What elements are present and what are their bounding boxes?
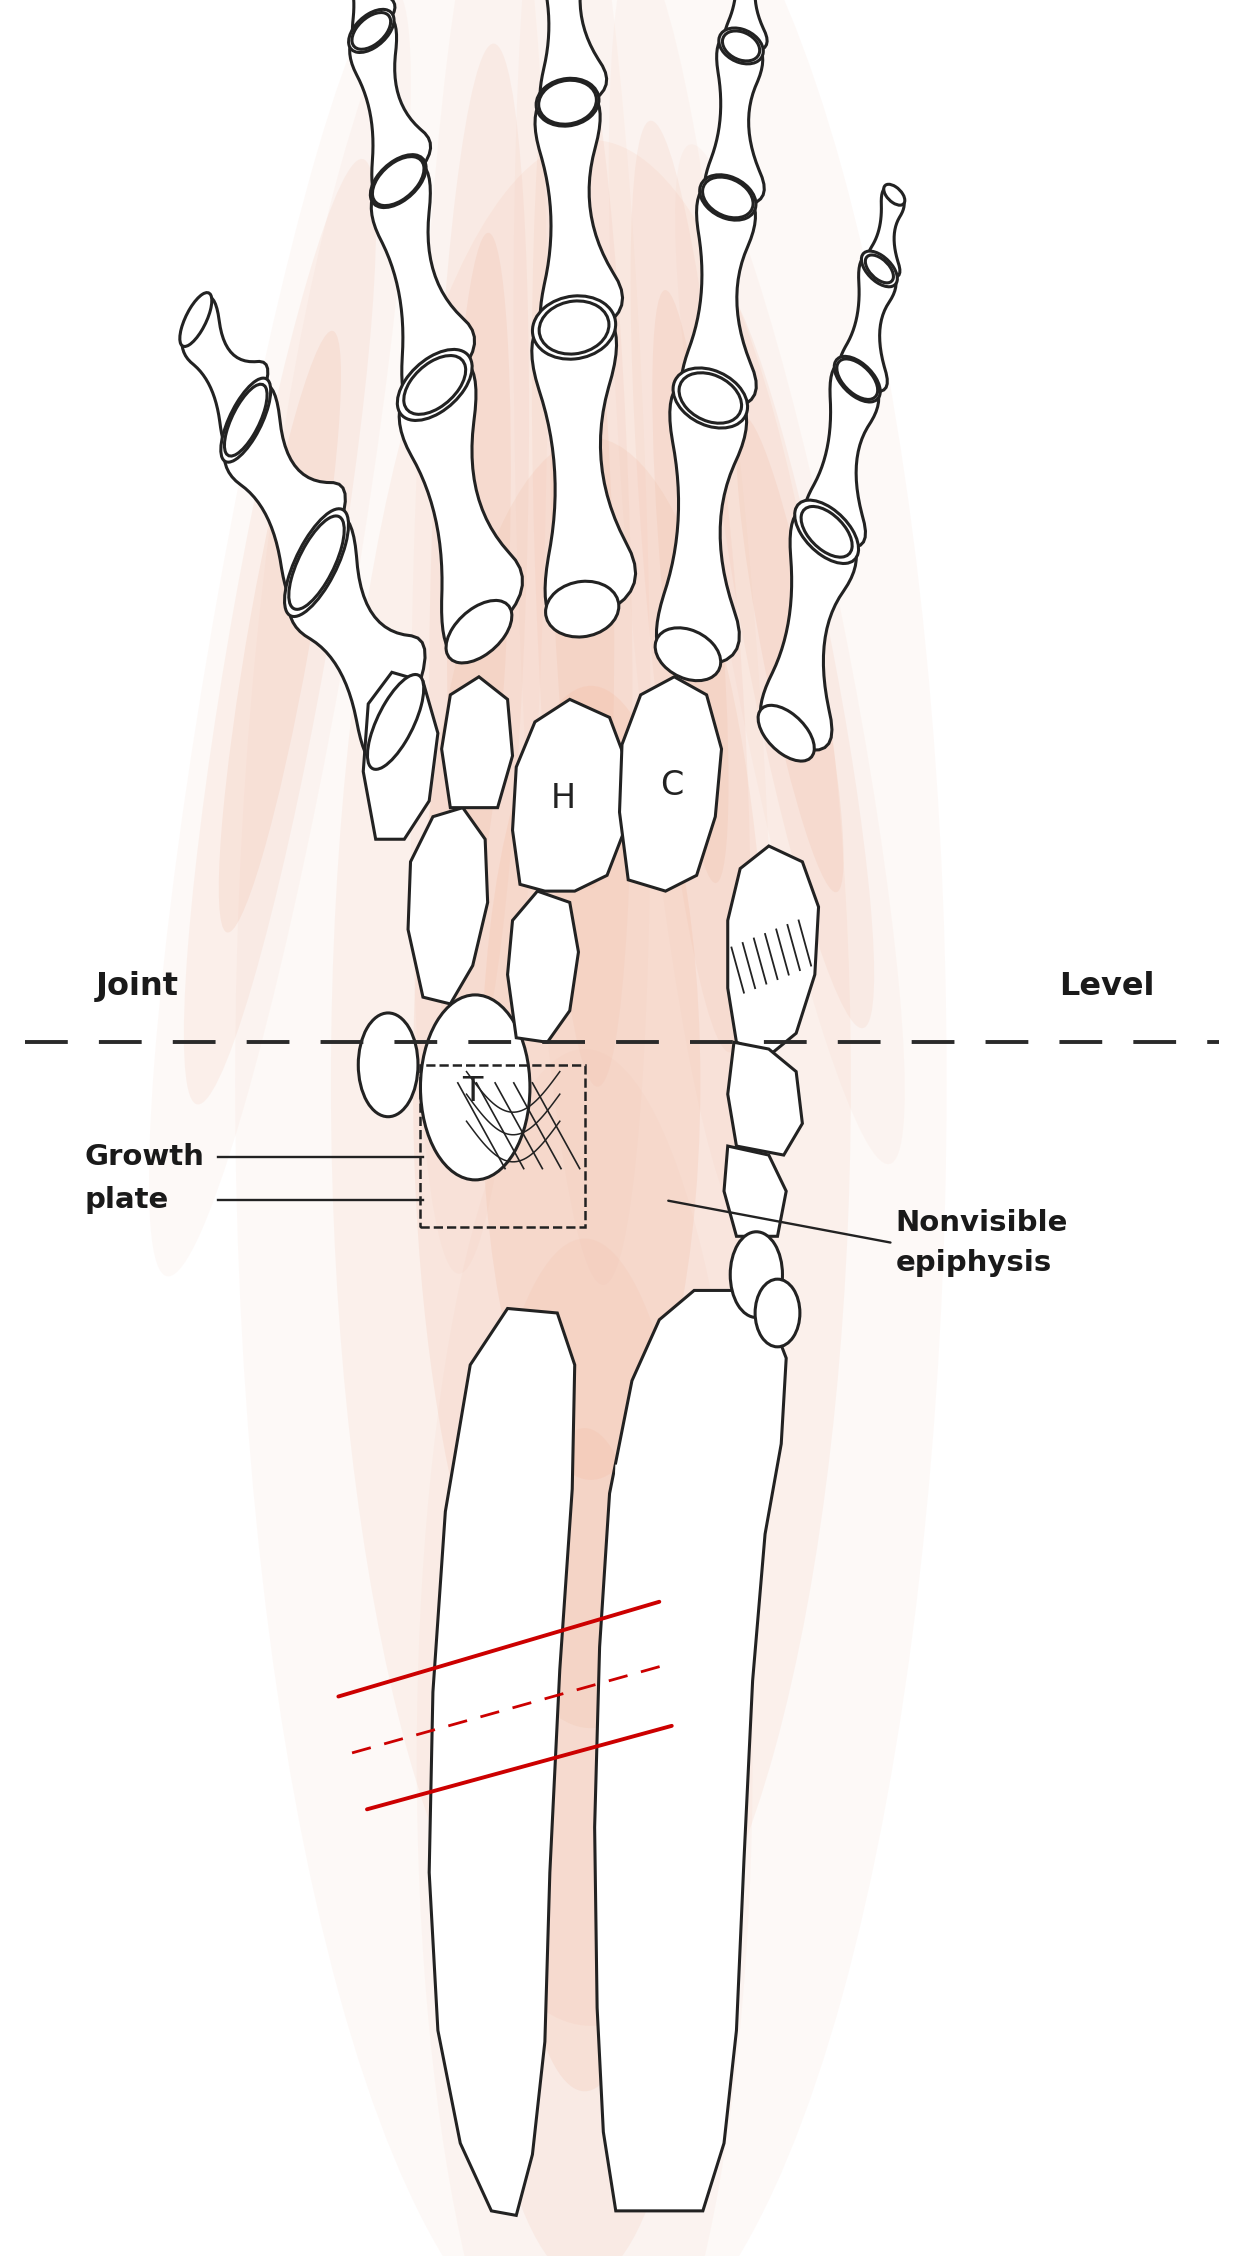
Ellipse shape xyxy=(348,9,394,52)
Polygon shape xyxy=(537,0,607,117)
Polygon shape xyxy=(508,891,578,1042)
Ellipse shape xyxy=(506,1428,663,2091)
Ellipse shape xyxy=(447,232,511,896)
Ellipse shape xyxy=(429,43,529,1085)
Ellipse shape xyxy=(352,14,391,50)
Ellipse shape xyxy=(539,81,596,124)
Ellipse shape xyxy=(235,0,947,2256)
Ellipse shape xyxy=(699,174,756,221)
Polygon shape xyxy=(595,1290,786,2211)
Ellipse shape xyxy=(149,0,411,1277)
Ellipse shape xyxy=(417,1049,753,2256)
Ellipse shape xyxy=(835,356,881,402)
Ellipse shape xyxy=(224,384,267,456)
Ellipse shape xyxy=(675,144,904,1164)
Text: Growth: Growth xyxy=(85,1144,204,1171)
Polygon shape xyxy=(442,677,513,808)
Ellipse shape xyxy=(730,1232,782,1318)
Ellipse shape xyxy=(481,686,700,1480)
Polygon shape xyxy=(289,517,425,765)
Ellipse shape xyxy=(397,350,473,420)
Polygon shape xyxy=(513,699,628,891)
Polygon shape xyxy=(682,183,756,411)
Polygon shape xyxy=(224,384,346,605)
Ellipse shape xyxy=(285,510,348,616)
Ellipse shape xyxy=(532,296,616,359)
Ellipse shape xyxy=(447,600,511,663)
Polygon shape xyxy=(728,1042,802,1155)
Ellipse shape xyxy=(608,0,773,1223)
Polygon shape xyxy=(657,379,746,668)
Ellipse shape xyxy=(420,995,530,1180)
Text: Nonvisible: Nonvisible xyxy=(896,1209,1069,1236)
Polygon shape xyxy=(340,0,394,47)
Ellipse shape xyxy=(539,300,610,354)
Polygon shape xyxy=(620,677,722,891)
Polygon shape xyxy=(182,298,267,453)
Ellipse shape xyxy=(673,368,748,429)
Ellipse shape xyxy=(184,158,376,1105)
Ellipse shape xyxy=(652,291,729,882)
Ellipse shape xyxy=(536,79,598,126)
Ellipse shape xyxy=(220,379,271,462)
Ellipse shape xyxy=(801,505,852,557)
Text: Level: Level xyxy=(1060,970,1154,1002)
Ellipse shape xyxy=(372,156,424,205)
Polygon shape xyxy=(760,508,856,751)
Ellipse shape xyxy=(550,194,615,889)
Ellipse shape xyxy=(703,176,753,219)
Polygon shape xyxy=(399,359,522,656)
Polygon shape xyxy=(531,307,636,627)
Ellipse shape xyxy=(679,372,741,424)
Polygon shape xyxy=(429,1308,575,2215)
Ellipse shape xyxy=(837,359,878,399)
Ellipse shape xyxy=(795,501,858,564)
Polygon shape xyxy=(535,88,622,345)
Ellipse shape xyxy=(331,140,851,2026)
Ellipse shape xyxy=(861,250,897,287)
Ellipse shape xyxy=(219,332,341,932)
Ellipse shape xyxy=(705,280,875,1029)
Ellipse shape xyxy=(532,0,632,1087)
Ellipse shape xyxy=(755,1279,800,1347)
Polygon shape xyxy=(867,187,904,277)
Ellipse shape xyxy=(411,0,547,1275)
Polygon shape xyxy=(408,808,488,1004)
Ellipse shape xyxy=(736,417,843,891)
Ellipse shape xyxy=(758,706,815,760)
Text: C: C xyxy=(661,769,683,801)
Polygon shape xyxy=(704,34,764,208)
Ellipse shape xyxy=(719,27,764,63)
Polygon shape xyxy=(363,672,438,839)
Polygon shape xyxy=(728,846,819,1056)
Ellipse shape xyxy=(413,438,769,1728)
Ellipse shape xyxy=(371,156,425,208)
Ellipse shape xyxy=(514,0,651,1286)
Ellipse shape xyxy=(656,627,720,681)
Ellipse shape xyxy=(723,32,760,61)
Ellipse shape xyxy=(462,1239,708,2256)
Text: T: T xyxy=(463,1076,483,1108)
Text: epiphysis: epiphysis xyxy=(896,1250,1052,1277)
Polygon shape xyxy=(371,162,474,408)
Ellipse shape xyxy=(180,293,211,347)
Polygon shape xyxy=(724,0,768,54)
Ellipse shape xyxy=(866,255,893,282)
Text: H: H xyxy=(551,783,576,814)
Polygon shape xyxy=(350,16,430,201)
Polygon shape xyxy=(804,363,878,548)
Ellipse shape xyxy=(358,1013,418,1117)
Polygon shape xyxy=(724,1146,786,1236)
Text: Joint: Joint xyxy=(96,970,178,1002)
Ellipse shape xyxy=(367,675,424,769)
Ellipse shape xyxy=(631,120,750,1054)
Text: plate: plate xyxy=(85,1187,169,1214)
Polygon shape xyxy=(838,255,896,393)
Ellipse shape xyxy=(404,356,465,415)
Ellipse shape xyxy=(883,185,904,205)
Ellipse shape xyxy=(546,582,618,636)
Ellipse shape xyxy=(289,517,345,609)
